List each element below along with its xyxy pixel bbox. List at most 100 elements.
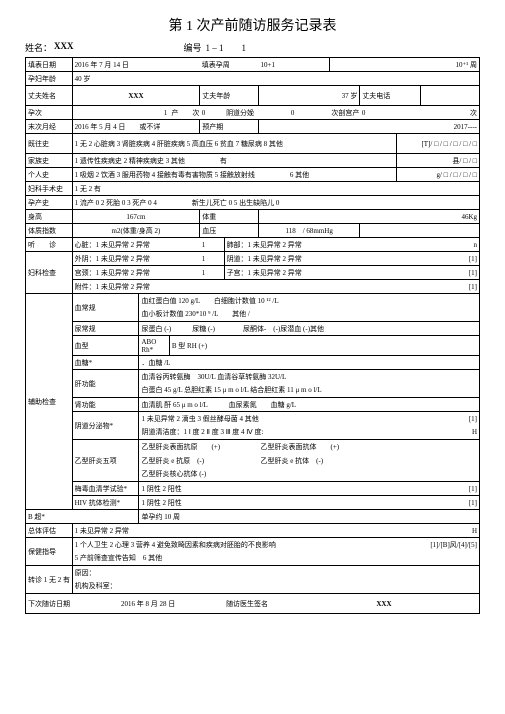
next-label: 下次随访日期 <box>26 594 73 614</box>
blood-2: 血小板计数值 230*10 ⁹ /L 其他 / <box>139 308 480 322</box>
form-table: 填表日期 2016 年 7 月 14 日 填表孕周 10+1 10⁺¹ 周 孕妇… <box>25 57 480 614</box>
cervix-v: 1 <box>200 266 224 280</box>
hbv-1b: 乙型肝炎表面抗体 (+) <box>259 440 480 454</box>
name-label: 姓名： <box>25 41 52 54</box>
past: 1 无 2 心脏病 3 肾脏疾病 4 肝脏疾病 5 高血压 6 贫血 7 糖尿病… <box>72 134 396 154</box>
ref-reason-label: 原因： <box>72 566 139 580</box>
height: 167cm <box>72 210 200 224</box>
hus-tel-label: 丈夫电话 <box>360 86 421 106</box>
pers-label: 个人史 <box>26 168 73 182</box>
bs-label: 血糖* <box>72 356 139 370</box>
hbv-3: 乙型肝炎核心抗体 (-) <box>139 468 480 482</box>
vagd-2: 阴道清洁度：1 Ⅰ 度 2 Ⅱ 度 3 Ⅲ 度 4 Ⅳ 度: <box>139 426 421 440</box>
csec: 0 <box>360 106 396 120</box>
pers: 1 吸烟 2 饮酒 3 服用药物 4 接触有毒有害物质 5 接触放射线 6 其他 <box>72 168 396 182</box>
husband-label: 丈夫姓名 <box>26 86 73 106</box>
ausc-label: 听 诊 <box>26 238 73 252</box>
vagina: 阴道：1 未见异常 2 异常 <box>224 252 421 266</box>
doctor-label: 随访医生签名 <box>224 594 289 614</box>
bp-r <box>360 224 480 238</box>
vulva-r: [1] <box>421 252 480 266</box>
edd: 2017---- <box>259 120 480 134</box>
vagd-1: 1 未见异常 2 滴虫 3 假丝酵母菌 4 其他 <box>139 412 421 426</box>
eval: 1 未见异常 2 异常 <box>72 524 420 538</box>
syph-label: 梅毒血清学试验* <box>72 482 139 496</box>
vulva-v: 1 <box>200 252 224 266</box>
fam: 1 遗传性疾病史 2 精神疾病史 3 其他 有 <box>72 154 396 168</box>
blood-1: 血红蛋白值 120 g/L 白细胞计数值 10 ¹² /L <box>139 294 480 308</box>
ref-org <box>139 580 480 594</box>
bus: 单孕约 10 周 <box>139 510 480 524</box>
kidney-label: 肾功能 <box>72 398 139 412</box>
vagd-label: 阴道分泌物* <box>72 412 139 440</box>
ausc-r: n <box>421 238 480 252</box>
heart: 心脏：1 未见异常 2 异常 <box>72 238 200 252</box>
vulva: 外阴：1 未见异常 2 异常 <box>72 252 200 266</box>
page-title: 第 1 次产前随访服务记录表 <box>25 15 480 35</box>
csec-label: 次剖宫产 <box>329 106 359 120</box>
ref-org-label: 机构及科室： <box>72 580 139 594</box>
adnexa: 附件：1 未见异常 2 异常 <box>72 280 420 294</box>
aux-label: 辅助检查 <box>26 294 73 510</box>
csec-r: 次 <box>396 106 479 120</box>
hbv-2b: 乙型肝炎 e 抗体 (-) <box>259 454 480 468</box>
gyn-label: 妇科手术史 <box>26 182 73 196</box>
ref-reason <box>139 566 480 580</box>
fam-r: 县/ □ / □ <box>396 154 479 168</box>
preg-hist-label: 孕产史 <box>26 196 73 210</box>
number-value: 1 – 1 1 <box>206 41 247 54</box>
bp-label: 血压 <box>200 224 259 238</box>
bmi: m2(体重/身高 2) <box>72 224 200 238</box>
hiv: 1 阴性 2 阳性 <box>139 496 421 510</box>
preg-age-label: 孕妇年龄 <box>26 72 73 86</box>
doctor: XXX <box>289 594 480 614</box>
preg-hist: 1 流产 0 2 死胎 0 3 死产 0 4 新生儿死亡 0 5 出生缺陷儿 0 <box>72 196 479 210</box>
parity-label: 产 次 <box>169 106 199 120</box>
guide-label: 保健指导 <box>26 538 73 566</box>
lmp-label: 末次月经 <box>26 120 73 134</box>
guide-2: 5 产前筛查宣传告知 6 其他 <box>72 552 479 566</box>
fam-label: 家族史 <box>26 154 73 168</box>
cervix: 宫颈：1 未见异常 2 异常 <box>72 266 200 280</box>
bt-val: B 型 RH (+) <box>169 336 479 356</box>
hbv-2a: 乙型肝炎 e 抗原 (-) <box>139 454 259 468</box>
hus-tel <box>421 86 480 106</box>
hbv-1a: 乙型肝炎表面抗原 (+) <box>139 440 259 454</box>
bt-label: 血型 <box>72 336 139 356</box>
gravida-label: 孕次 <box>26 106 73 120</box>
gravida: 1 <box>72 106 169 120</box>
weight-label: 体重 <box>200 210 259 224</box>
gyn: 1 无 2 有 <box>72 182 479 196</box>
vag: 0 <box>289 106 330 120</box>
bs: ．血糖 /L <box>139 356 480 370</box>
guide-r: [1]/[B]风/[4]/[5] <box>396 538 479 552</box>
adnexa-r: [1] <box>421 280 480 294</box>
vag-label: 阴道分娩 <box>224 106 289 120</box>
parity: 0 <box>200 106 224 120</box>
gest-week-right: 10⁺¹ 周 <box>329 58 479 72</box>
ref-label: 转诊 1 无 2 有 <box>26 566 73 594</box>
kidney: 血清肌 酐 65 μ m o l/L 血尿素氮 血糖 g/L <box>139 398 480 412</box>
lmp: 2016 年 5 月 4 日 或不详 <box>72 120 200 134</box>
urine: 尿蛋白 (-) 尿糖 (-) 尿酮体- (-)尿潜血 (-)其他 <box>139 322 480 336</box>
bp: 118 / 68mmHg <box>259 224 360 238</box>
gynexam-label: 妇科检查 <box>26 252 73 294</box>
eval-r: H <box>421 524 480 538</box>
height-label: 身高 <box>26 210 73 224</box>
heart-v: 1 <box>200 238 224 252</box>
guide-1: 1 个人卫生 2 心理 3 营养 4 避免致畸因素和疾病对胚胎的不良影响 <box>72 538 396 552</box>
syph: 1 阴性 2 阳性 <box>139 482 421 496</box>
preg-age: 40 岁 <box>72 72 479 86</box>
hiv-r: [1] <box>421 496 480 510</box>
gest-week: 10+1 <box>259 58 330 72</box>
liver-label: 肝功能 <box>72 370 139 398</box>
hus-age-label: 丈夫年龄 <box>200 86 259 106</box>
next: 2016 年 8 月 28 日 <box>72 594 224 614</box>
hiv-label: HIV 抗体检测* <box>72 496 139 510</box>
past-r: [T]/ □ / □ / □ / □ / □ <box>396 134 479 154</box>
weight: 46Kg <box>259 210 480 224</box>
vagd-2r: H <box>421 426 480 440</box>
hbv-label: 乙型肝炎五项 <box>72 440 139 482</box>
hus-age: 37 岁 <box>259 86 360 106</box>
bmi-label: 体质指数 <box>26 224 73 238</box>
